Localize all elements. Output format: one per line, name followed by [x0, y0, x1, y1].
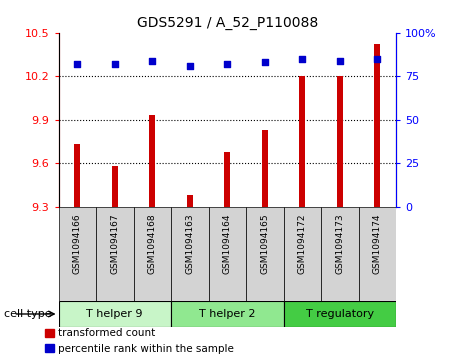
Title: GDS5291 / A_52_P110088: GDS5291 / A_52_P110088	[137, 16, 318, 30]
Point	[261, 60, 268, 65]
Bar	[58, 207, 96, 301]
Text: T helper 2: T helper 2	[199, 309, 256, 319]
Bar	[299, 76, 305, 207]
Bar	[149, 115, 155, 207]
Text: T regulatory: T regulatory	[306, 309, 374, 319]
Legend: transformed count, percentile rank within the sample: transformed count, percentile rank withi…	[41, 324, 238, 358]
Point	[299, 56, 306, 62]
Point	[111, 61, 118, 67]
Point	[224, 61, 231, 67]
Bar	[171, 207, 208, 301]
Text: GSM1094163: GSM1094163	[185, 213, 194, 274]
Bar	[225, 152, 230, 207]
Bar	[321, 207, 359, 301]
Bar	[208, 207, 246, 301]
Text: GSM1094168: GSM1094168	[148, 213, 157, 274]
Text: GSM1094173: GSM1094173	[335, 213, 344, 274]
Point	[336, 58, 343, 64]
Point	[374, 56, 381, 62]
Bar	[374, 44, 380, 207]
Bar	[58, 301, 171, 327]
Text: GSM1094166: GSM1094166	[73, 213, 82, 274]
Bar	[284, 301, 396, 327]
Point	[186, 63, 194, 69]
Text: GSM1094164: GSM1094164	[223, 213, 232, 274]
Text: GSM1094174: GSM1094174	[373, 213, 382, 274]
Text: GSM1094172: GSM1094172	[298, 213, 307, 274]
Bar	[134, 207, 171, 301]
Bar	[171, 301, 284, 327]
Text: GSM1094165: GSM1094165	[260, 213, 269, 274]
Bar	[359, 207, 396, 301]
Bar	[262, 130, 268, 207]
Bar	[112, 166, 117, 207]
Bar	[284, 207, 321, 301]
Text: GSM1094167: GSM1094167	[110, 213, 119, 274]
Bar	[96, 207, 134, 301]
Bar	[246, 207, 284, 301]
Point	[74, 61, 81, 67]
Bar	[187, 195, 193, 207]
Bar	[337, 76, 342, 207]
Text: cell type: cell type	[4, 309, 52, 319]
Bar	[74, 144, 80, 207]
Point	[148, 58, 156, 64]
Text: T helper 9: T helper 9	[86, 309, 143, 319]
